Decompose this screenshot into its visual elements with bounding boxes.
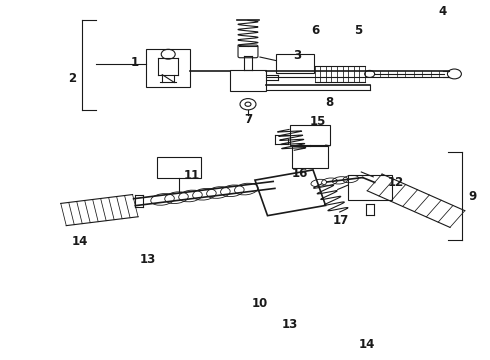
Text: 13: 13 [140, 253, 156, 266]
Text: 14: 14 [71, 235, 88, 248]
Text: 12: 12 [388, 176, 404, 189]
Text: 3: 3 [293, 49, 301, 62]
Text: 14: 14 [359, 338, 375, 351]
Bar [255, 170, 325, 216]
Text: 4: 4 [439, 5, 446, 18]
Text: 15: 15 [310, 115, 326, 128]
Text: 17: 17 [333, 214, 349, 227]
Text: 1: 1 [130, 56, 138, 69]
Bar [157, 157, 201, 178]
Text: 11: 11 [184, 169, 200, 182]
Text: 5: 5 [355, 24, 363, 37]
Bar [290, 125, 330, 145]
Text: 16: 16 [292, 167, 308, 180]
Text: 2: 2 [69, 72, 76, 85]
Bar [147, 49, 190, 87]
Text: 8: 8 [326, 96, 334, 109]
Bar [292, 146, 328, 168]
Bar [348, 175, 392, 200]
Text: 9: 9 [468, 190, 476, 203]
Bar [276, 54, 314, 73]
Text: 6: 6 [312, 24, 320, 37]
Bar [230, 70, 266, 91]
Text: 10: 10 [252, 297, 268, 310]
Text: 13: 13 [282, 318, 298, 331]
Text: 7: 7 [244, 113, 252, 126]
